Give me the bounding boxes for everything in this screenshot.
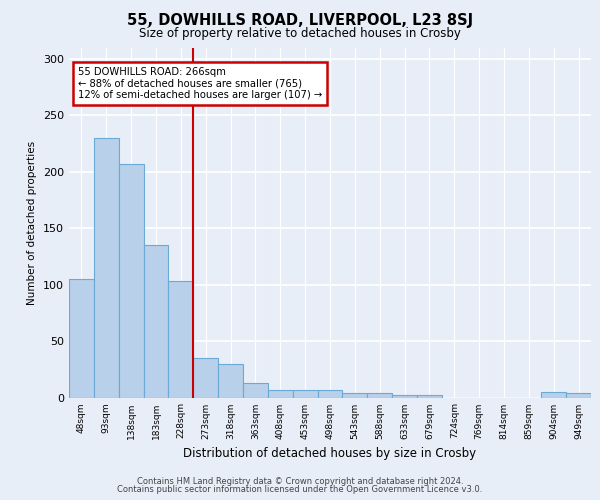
Bar (293, 390, 317, 398)
Text: Contains public sector information licensed under the Open Government Licence v3: Contains public sector information licen… (118, 485, 482, 494)
Bar (218, 364, 243, 398)
Bar (566, 393, 591, 398)
Bar (317, 390, 343, 398)
Text: 55 DOWHILLS ROAD: 266sqm
← 88% of detached houses are smaller (765)
12% of semi-: 55 DOWHILLS ROAD: 266sqm ← 88% of detach… (78, 66, 322, 100)
Bar (69, 279, 94, 398)
Bar (343, 393, 367, 398)
Bar (94, 138, 119, 398)
Y-axis label: Number of detached properties: Number of detached properties (28, 140, 37, 304)
Bar (367, 393, 392, 398)
Bar (193, 358, 218, 398)
Bar (243, 383, 268, 398)
Bar (541, 392, 566, 398)
Bar (143, 245, 169, 398)
Text: Size of property relative to detached houses in Crosby: Size of property relative to detached ho… (139, 28, 461, 40)
Bar (417, 395, 442, 398)
X-axis label: Distribution of detached houses by size in Crosby: Distribution of detached houses by size … (184, 447, 476, 460)
Bar (169, 281, 193, 398)
Bar (392, 395, 417, 398)
Text: Contains HM Land Registry data © Crown copyright and database right 2024.: Contains HM Land Registry data © Crown c… (137, 477, 463, 486)
Text: 55, DOWHILLS ROAD, LIVERPOOL, L23 8SJ: 55, DOWHILLS ROAD, LIVERPOOL, L23 8SJ (127, 12, 473, 28)
Bar (268, 390, 293, 398)
Bar (119, 164, 143, 398)
